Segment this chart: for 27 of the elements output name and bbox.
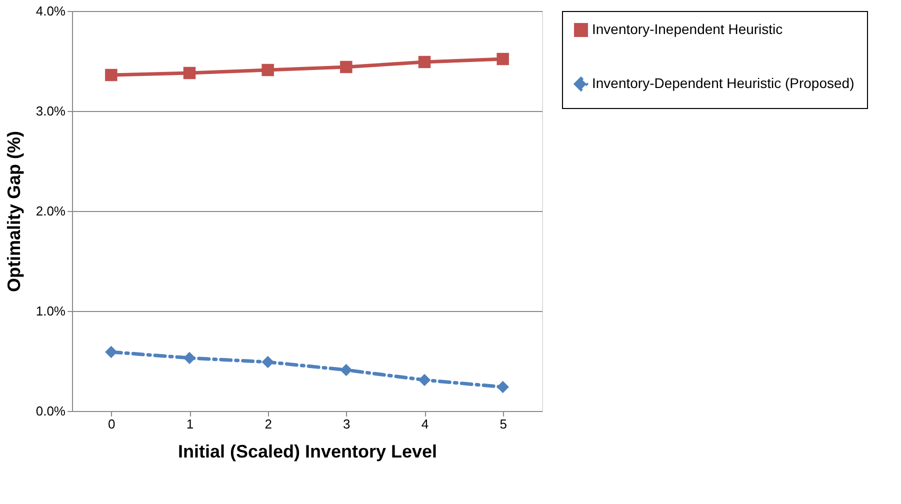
- point: [183, 352, 196, 364]
- y-tick-label: 3.0%: [36, 104, 66, 118]
- y-axis-title: Optimality Gap (%): [4, 130, 24, 292]
- x-tick-label: 0: [108, 416, 116, 432]
- y-tick-label: 0.0%: [36, 404, 66, 418]
- x-axis-title: Initial (Scaled) Inventory Level: [178, 442, 438, 462]
- point: [183, 66, 196, 80]
- y-tick-label: 1.0%: [36, 304, 66, 318]
- point: [340, 364, 352, 376]
- x-tick-label: 1: [186, 416, 194, 432]
- point: [105, 346, 118, 358]
- point: [340, 60, 352, 74]
- legend-label: Inventory-Inependent Heuristic: [592, 21, 783, 37]
- point: [262, 356, 274, 368]
- x-tick-label: 5: [500, 416, 507, 432]
- point: [262, 64, 274, 76]
- point: [105, 68, 118, 82]
- x-tick-label: 3: [343, 416, 350, 432]
- x-tick-label: 4: [421, 416, 429, 432]
- point: [418, 56, 431, 68]
- point: [496, 380, 509, 394]
- legend-label: Inventory-Dependent Heuristic (Proposed): [592, 75, 854, 91]
- point: [496, 52, 509, 66]
- point: [418, 374, 431, 386]
- y-tick-label: 4.0%: [36, 4, 66, 18]
- x-tick-label: 2: [264, 416, 272, 432]
- y-tick-label: 2.0%: [36, 204, 66, 218]
